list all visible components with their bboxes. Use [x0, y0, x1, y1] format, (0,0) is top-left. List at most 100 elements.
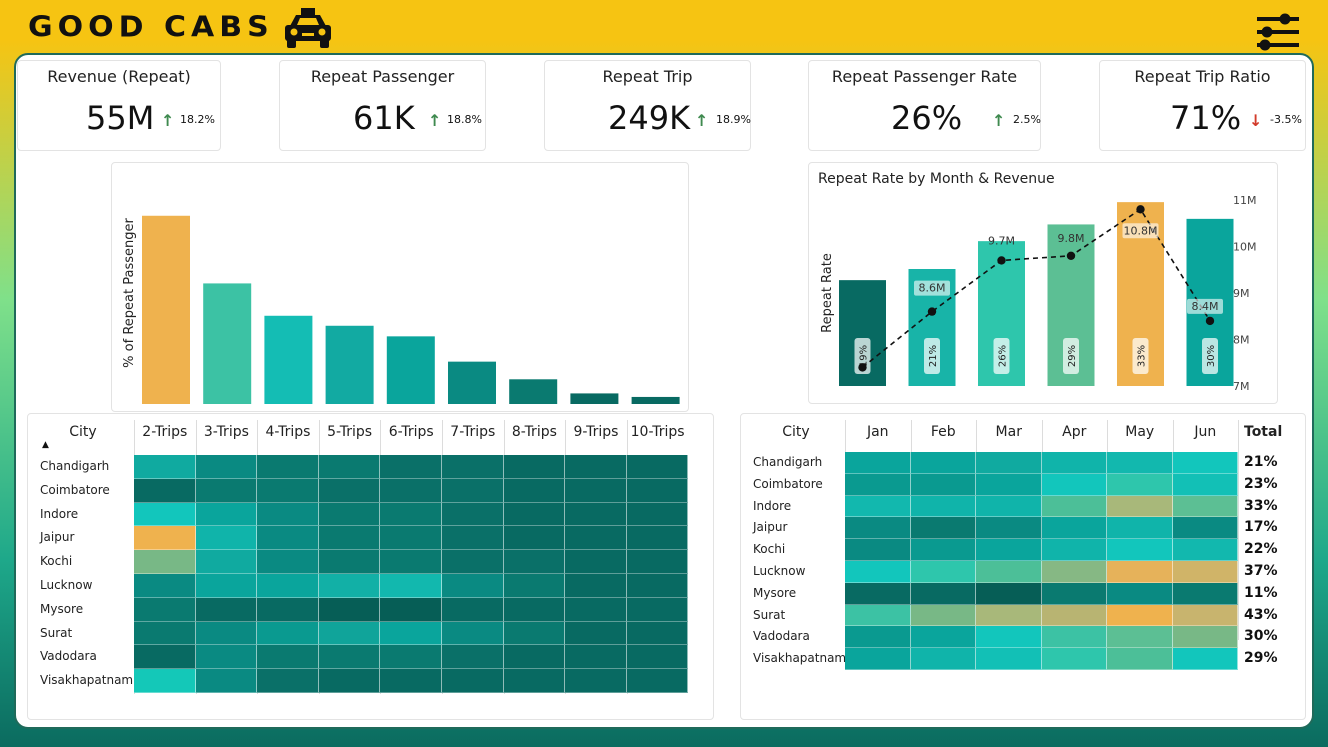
column-header[interactable]: 2-Trips: [142, 424, 188, 440]
heatmap-cell[interactable]: [1172, 452, 1238, 474]
column-header[interactable]: 7-Trips: [450, 424, 496, 440]
column-header[interactable]: 8-Trips: [511, 424, 557, 440]
heatmap-cell[interactable]: [1041, 604, 1107, 627]
heatmap-cell[interactable]: [1107, 539, 1173, 561]
heatmap-cell[interactable]: [380, 526, 442, 551]
sort-ascending-icon[interactable]: ▲: [42, 440, 49, 450]
city-header[interactable]: City: [782, 424, 810, 440]
heatmap-cell[interactable]: [318, 645, 381, 670]
heatmap-cell[interactable]: [910, 648, 976, 670]
heatmap-cell[interactable]: [626, 669, 689, 693]
heatmap-cell[interactable]: [257, 455, 319, 479]
heatmap-cell[interactable]: [257, 574, 319, 598]
heatmap-cell[interactable]: [1041, 561, 1107, 583]
heatmap-cell[interactable]: [195, 502, 258, 527]
bar[interactable]: [509, 379, 558, 404]
heatmap-cell[interactable]: [845, 517, 911, 540]
heatmap-cell[interactable]: [1107, 648, 1173, 670]
heatmap-cell[interactable]: [976, 473, 1042, 496]
heatmap-cell[interactable]: [976, 648, 1042, 670]
heatmap-cell[interactable]: [442, 502, 504, 527]
total-header[interactable]: Total: [1244, 424, 1283, 440]
column-header[interactable]: Apr: [1062, 424, 1087, 440]
heatmap-cell[interactable]: [195, 478, 258, 503]
column-header[interactable]: May: [1125, 424, 1155, 440]
column-header[interactable]: Jan: [866, 424, 889, 440]
heatmap-cell[interactable]: [1041, 582, 1107, 605]
heatmap-cell[interactable]: [626, 621, 689, 646]
heatmap-cell[interactable]: [257, 645, 319, 670]
heatmap-cell[interactable]: [503, 455, 566, 479]
heatmap-cell[interactable]: [134, 645, 196, 670]
heatmap-cell[interactable]: [134, 597, 196, 622]
heatmap-cell[interactable]: [134, 502, 196, 527]
heatmap-cell[interactable]: [910, 517, 976, 540]
bar[interactable]: [448, 361, 496, 404]
heatmap-cell[interactable]: [845, 561, 911, 583]
heatmap-cell[interactable]: [976, 452, 1042, 474]
heatmap-cell[interactable]: [626, 478, 689, 503]
heatmap-cell[interactable]: [626, 550, 689, 574]
heatmap-cell[interactable]: [380, 621, 442, 646]
heatmap-cell[interactable]: [442, 455, 504, 479]
heatmap-cell[interactable]: [845, 626, 911, 649]
heatmap-cell[interactable]: [380, 597, 442, 622]
column-header[interactable]: 4-Trips: [265, 424, 311, 440]
heatmap-cell[interactable]: [195, 526, 258, 551]
heatmap-cell[interactable]: [910, 604, 976, 627]
heatmap-cell[interactable]: [257, 669, 319, 693]
heatmap-cell[interactable]: [195, 455, 258, 479]
heatmap-cell[interactable]: [503, 574, 566, 598]
heatmap-cell[interactable]: [565, 526, 627, 551]
heatmap-cell[interactable]: [380, 574, 442, 598]
heatmap-cell[interactable]: [565, 597, 627, 622]
heatmap-cell[interactable]: [195, 574, 258, 598]
heatmap-cell[interactable]: [134, 574, 196, 598]
heatmap-cell[interactable]: [1041, 539, 1107, 561]
heatmap-cell[interactable]: [1107, 517, 1173, 540]
heatmap-cell[interactable]: [380, 550, 442, 574]
heatmap-cell[interactable]: [1107, 473, 1173, 496]
heatmap-cell[interactable]: [845, 495, 911, 518]
heatmap-cell[interactable]: [1172, 604, 1238, 627]
heatmap-cell[interactable]: [1107, 452, 1173, 474]
heatmap-cell[interactable]: [910, 452, 976, 474]
heatmap-cell[interactable]: [134, 550, 196, 574]
heatmap-cell[interactable]: [257, 621, 319, 646]
heatmap-cell[interactable]: [503, 669, 566, 693]
heatmap-cell[interactable]: [976, 626, 1042, 649]
bar[interactable]: [142, 215, 190, 404]
heatmap-cell[interactable]: [442, 645, 504, 670]
heatmap-cell[interactable]: [565, 455, 627, 479]
heatmap-cell[interactable]: [503, 597, 566, 622]
heatmap-cell[interactable]: [626, 574, 689, 598]
heatmap-cell[interactable]: [318, 597, 381, 622]
heatmap-cell[interactable]: [910, 626, 976, 649]
heatmap-cell[interactable]: [442, 550, 504, 574]
heatmap-cell[interactable]: [318, 455, 381, 479]
bar[interactable]: [264, 315, 313, 404]
heatmap-cell[interactable]: [134, 478, 196, 503]
heatmap-cell[interactable]: [565, 574, 627, 598]
heatmap-cell[interactable]: [318, 478, 381, 503]
heatmap-cell[interactable]: [195, 597, 258, 622]
heatmap-cell[interactable]: [626, 645, 689, 670]
heatmap-cell[interactable]: [565, 502, 627, 527]
heatmap-cell[interactable]: [845, 473, 911, 496]
bar[interactable]: [325, 325, 374, 404]
heatmap-cell[interactable]: [565, 550, 627, 574]
heatmap-cell[interactable]: [845, 604, 911, 627]
heatmap-cell[interactable]: [134, 526, 196, 551]
heatmap-cell[interactable]: [626, 455, 689, 479]
column-header[interactable]: Feb: [930, 424, 956, 440]
heatmap-cell[interactable]: [503, 550, 566, 574]
heatmap-cell[interactable]: [845, 539, 911, 561]
column-header[interactable]: 5-Trips: [327, 424, 373, 440]
heatmap-cell[interactable]: [976, 539, 1042, 561]
heatmap-cell[interactable]: [976, 495, 1042, 518]
heatmap-cell[interactable]: [257, 526, 319, 551]
heatmap-cell[interactable]: [910, 495, 976, 518]
heatmap-cell[interactable]: [1041, 626, 1107, 649]
heatmap-cell[interactable]: [565, 478, 627, 503]
heatmap-cell[interactable]: [1041, 517, 1107, 540]
